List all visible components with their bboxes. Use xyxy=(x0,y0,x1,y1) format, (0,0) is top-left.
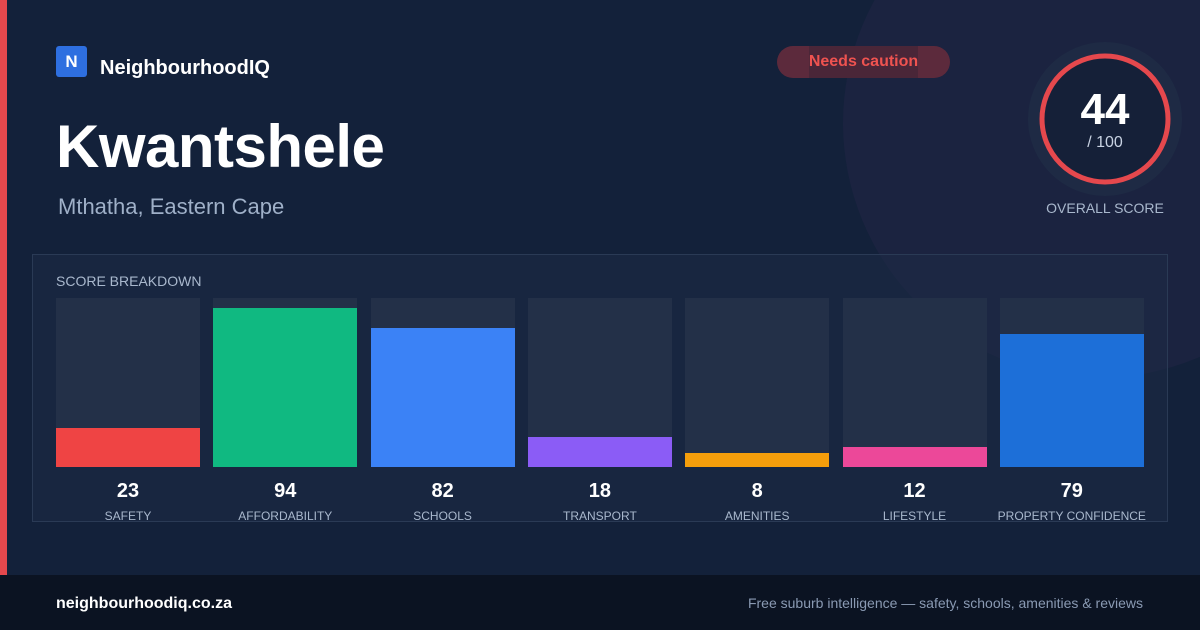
bar-track xyxy=(213,298,358,467)
score-breakdown-title: SCORE BREAKDOWN xyxy=(56,273,202,289)
bar-category-label: TRANSPORT xyxy=(562,509,637,523)
brand-logo-icon: N xyxy=(56,46,87,77)
bar-value-label: 18 xyxy=(588,480,612,502)
brand-logo-letter: N xyxy=(65,51,78,71)
score-ring-circle xyxy=(1039,53,1171,185)
bar-track xyxy=(999,298,1144,467)
footer-tagline: Free suburb intelligence — safety, schoo… xyxy=(747,595,1143,611)
bar-value-label: 23 xyxy=(116,480,140,502)
bar-value-label: 12 xyxy=(903,480,926,502)
bar-fill xyxy=(213,308,358,467)
bar-category-label: LIFESTYLE xyxy=(882,509,947,523)
overall-score-max: / 100 xyxy=(1087,134,1123,151)
score-breakdown-panel: SCORE BREAKDOWN 23 SAFETY 94 AFFORDABILITY 8… xyxy=(32,254,1168,523)
bar-value-label: 94 xyxy=(274,480,297,502)
status-badge-label: Needs caution xyxy=(808,53,919,70)
bar-fill xyxy=(56,428,200,467)
bar-fill xyxy=(842,446,987,467)
bar-category-label: AMENITIES xyxy=(724,509,790,523)
status-badge-edge-right xyxy=(918,46,950,78)
overall-score-ring: 44 / 100 xyxy=(1028,42,1182,196)
bar-value-label: 82 xyxy=(431,480,454,502)
bar-fill xyxy=(527,436,672,467)
bar-track xyxy=(527,298,672,467)
bar-track xyxy=(56,298,200,467)
bar-fill xyxy=(685,453,830,467)
page-subtitle: Mthatha, Eastern Cape xyxy=(58,194,285,219)
bar-fill xyxy=(370,328,515,467)
overall-score-value: 44 xyxy=(1080,85,1130,134)
status-badge-edge-left xyxy=(777,46,809,78)
overall-score-caption: OVERALL SCORE xyxy=(1046,200,1164,216)
accent-stripe xyxy=(0,0,7,575)
bar-value-label: 79 xyxy=(1060,480,1083,502)
status-badge: Needs caution xyxy=(777,46,950,78)
bar-value-label: 8 xyxy=(751,480,763,502)
bar-category-label: PROPERTY CONFIDENCE xyxy=(997,509,1146,523)
brand-name: NeighbourhoodIQ xyxy=(100,57,270,79)
bar-category-label: SAFETY xyxy=(104,509,152,523)
bar-track xyxy=(842,298,987,467)
footer: neighbourhoodiq.co.za Free suburb intell… xyxy=(0,575,1200,630)
bar-track xyxy=(685,298,830,467)
bar-fill xyxy=(999,333,1144,467)
footer-domain-link[interactable]: neighbourhoodiq.co.za xyxy=(56,595,232,612)
bar-category-label: SCHOOLS xyxy=(413,509,472,523)
page-title: Kwantshele xyxy=(56,113,385,180)
bar-track xyxy=(370,298,515,467)
bar-category-label: AFFORDABILITY xyxy=(238,509,333,523)
score-ring-graphic xyxy=(1028,42,1182,196)
